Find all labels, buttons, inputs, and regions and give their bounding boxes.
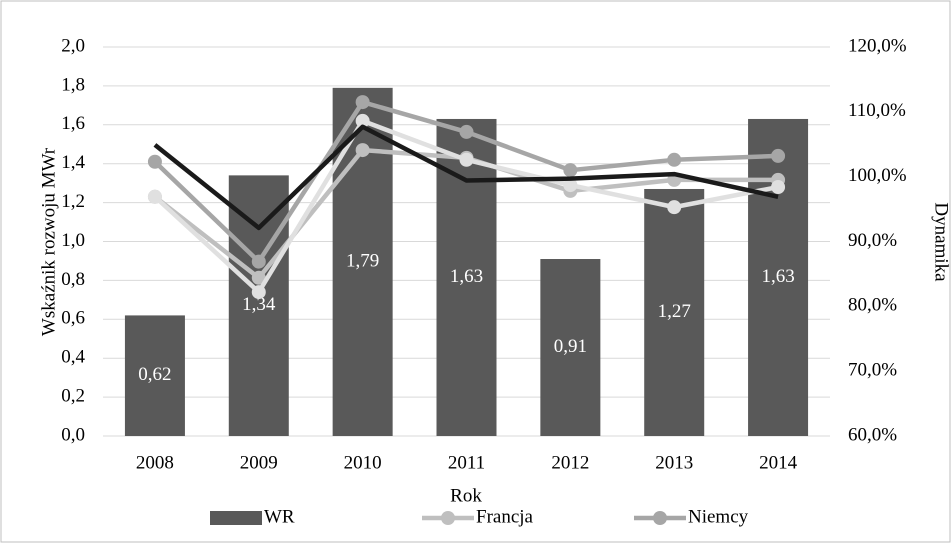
line-marker [355, 143, 370, 158]
y2-tick-label: 60,0% [848, 424, 897, 445]
data-label: 1,63 [761, 266, 794, 287]
legend-label: Francja [476, 506, 534, 527]
y2-tick-label: 90,0% [848, 230, 897, 251]
legend-label: WR [264, 506, 295, 527]
line-marker [251, 254, 266, 269]
line-marker [459, 152, 474, 167]
x-tick-label: 2008 [136, 452, 174, 473]
bar [540, 259, 601, 436]
line-marker [563, 163, 578, 178]
x-tick-label: 2009 [240, 452, 278, 473]
data-label: 0,91 [554, 336, 587, 357]
legend-marker [653, 511, 667, 525]
y-tick-label: 0,2 [61, 385, 85, 406]
bar [228, 175, 289, 436]
line-marker [771, 180, 786, 195]
data-label: 1,79 [346, 250, 379, 271]
line-marker [667, 200, 682, 215]
y2-tick-label: 120,0% [848, 35, 907, 56]
y-tick-label: 1,6 [61, 113, 85, 134]
line-marker [459, 124, 474, 139]
legend-label: Niemcy [688, 506, 749, 527]
bar [644, 188, 705, 436]
line [153, 124, 779, 231]
line-marker [667, 152, 682, 167]
line-marker [355, 95, 370, 110]
y2-tick-label: 70,0% [848, 360, 897, 381]
x-tick-label: 2014 [759, 452, 798, 473]
line-marker [355, 113, 370, 128]
y-tick-label: 0,6 [61, 308, 85, 329]
line-marker [147, 189, 162, 204]
data-label: 1,27 [658, 301, 691, 322]
line-marker [251, 270, 266, 285]
y-tick-label: 0,0 [61, 424, 85, 445]
legend-marker [441, 511, 455, 525]
y2-tick-label: 80,0% [848, 295, 897, 316]
y2-tick-label: 110,0% [848, 100, 906, 121]
x-axis-title: Rok [450, 485, 482, 506]
x-tick-label: 2012 [551, 452, 589, 473]
y-tick-label: 2,0 [61, 35, 85, 56]
line-marker [771, 148, 786, 163]
y-tick-label: 1,8 [61, 74, 85, 95]
y2-axis-title: Dynamika [931, 202, 952, 282]
bar [748, 118, 809, 436]
y-tick-label: 0,4 [61, 347, 85, 368]
y-tick-label: 1,2 [61, 191, 85, 212]
data-label: 1,34 [242, 294, 276, 315]
data-label: 0,62 [138, 364, 171, 385]
legend-swatch [210, 511, 262, 525]
bar [124, 315, 185, 436]
x-tick-label: 2011 [448, 452, 485, 473]
y-tick-label: 1,4 [61, 152, 85, 173]
line-marker [251, 285, 266, 300]
x-tick-label: 2013 [655, 452, 693, 473]
y-axis-title: Wskaźnik rozwoju MWr [38, 147, 59, 336]
data-label: 1,63 [450, 266, 483, 287]
line-marker [147, 154, 162, 169]
y-tick-label: 0,8 [61, 269, 85, 290]
y-tick-label: 1,0 [61, 230, 85, 251]
x-tick-label: 2010 [344, 452, 382, 473]
line-marker [563, 178, 578, 193]
y2-tick-label: 100,0% [848, 165, 907, 186]
